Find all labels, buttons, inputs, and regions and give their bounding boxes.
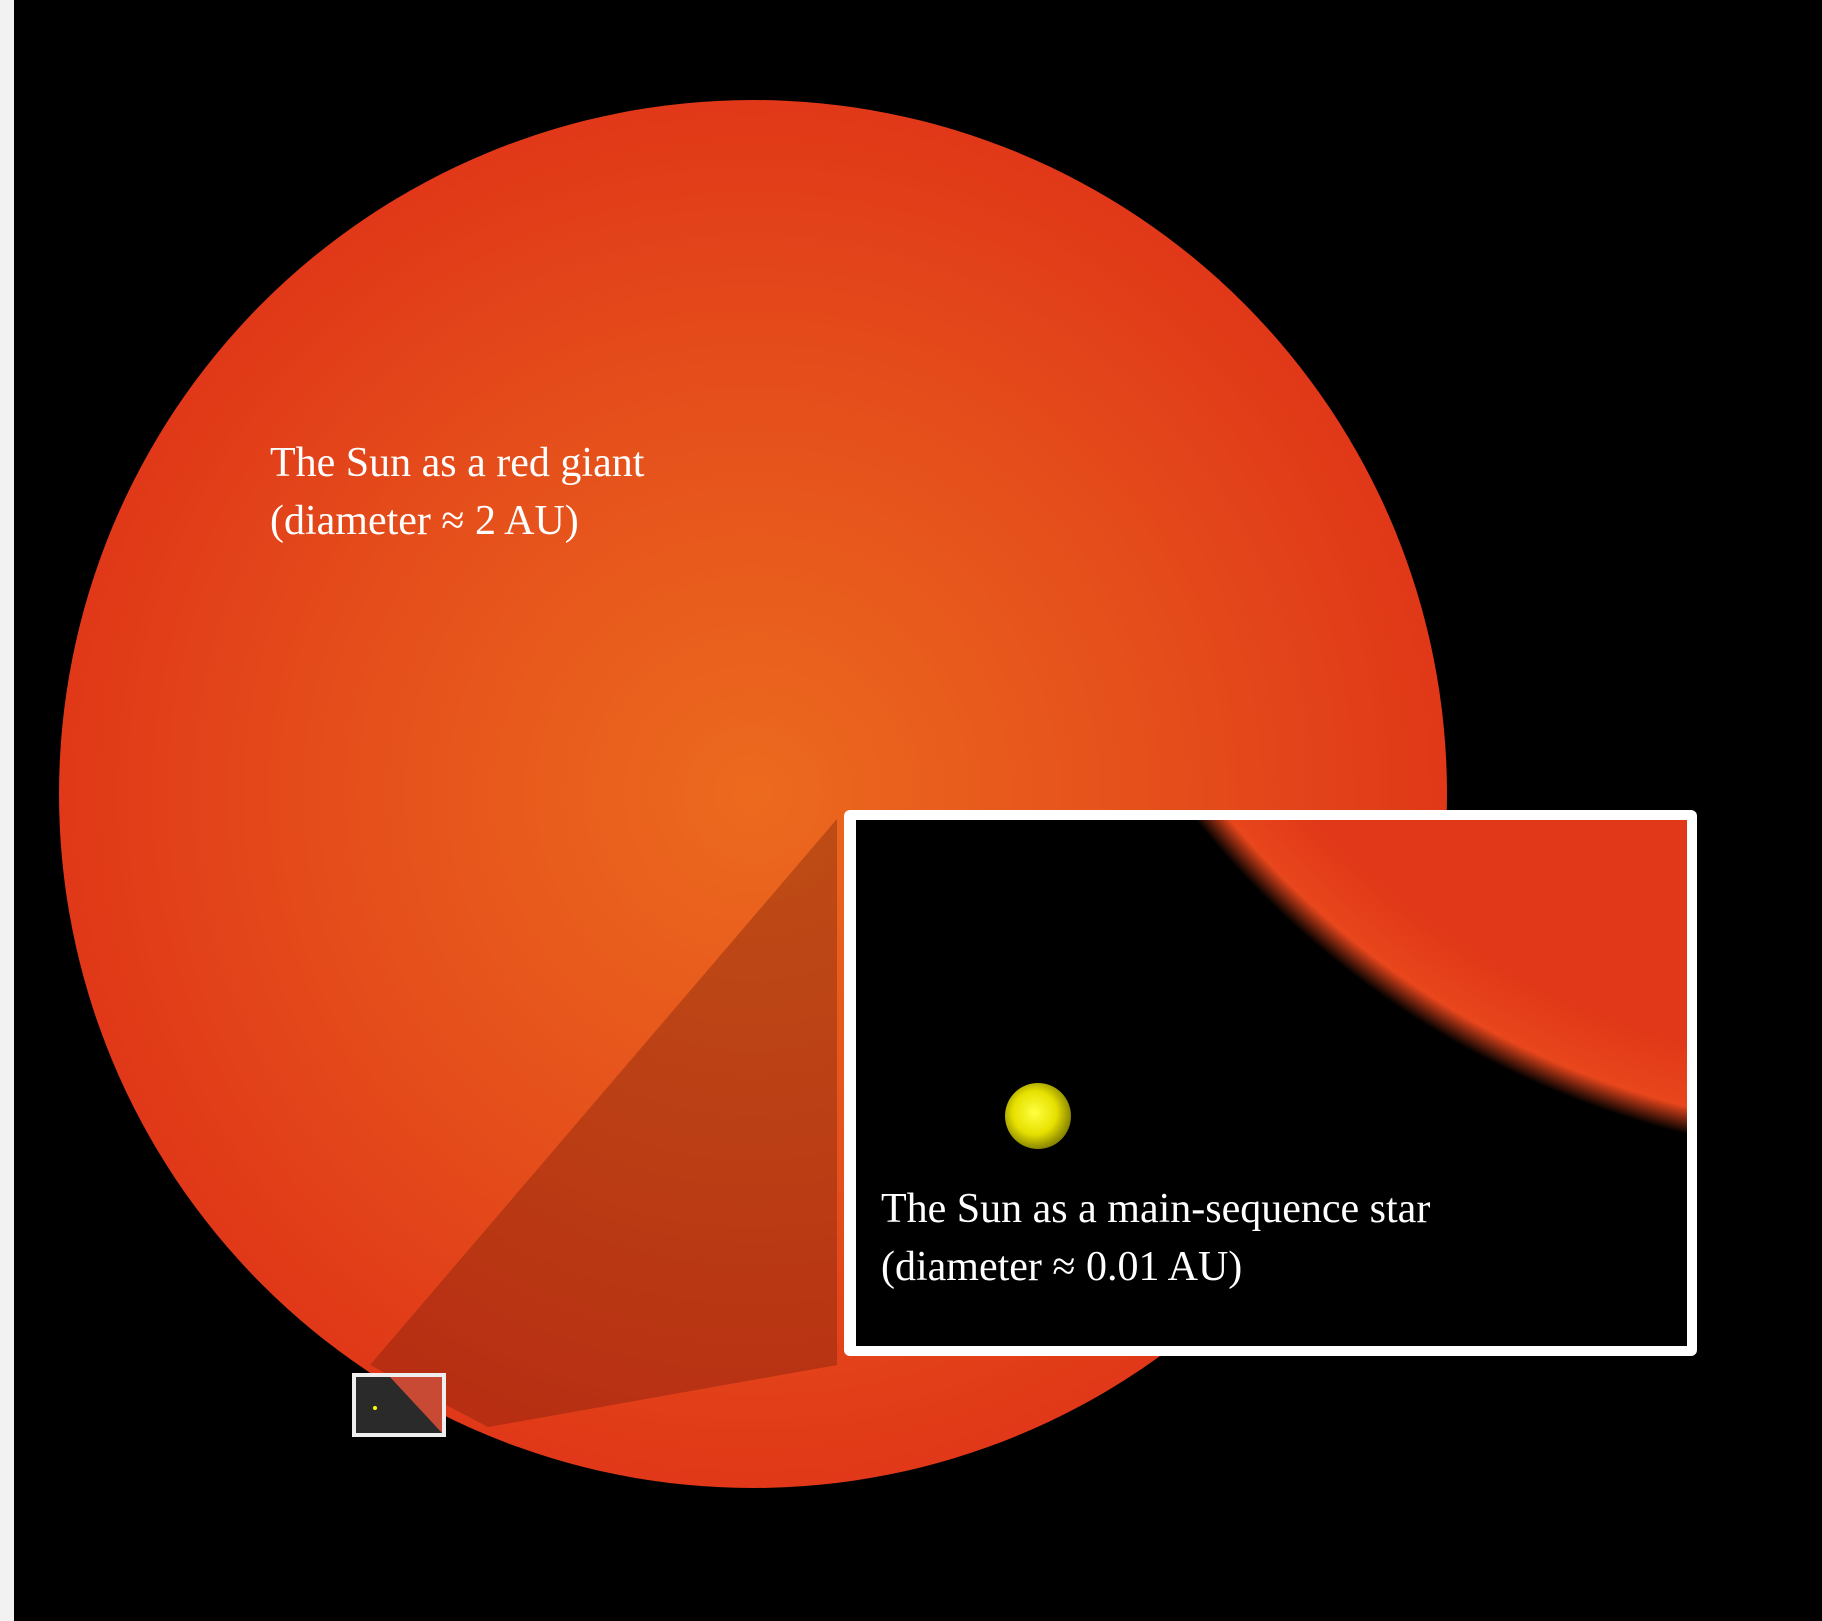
left-strip (0, 0, 14, 1621)
main-sequence-sun (1005, 1083, 1071, 1149)
zoom-source-sun (373, 1406, 377, 1410)
red-giant-diameter: (diameter ≈ 2 AU) (270, 498, 579, 544)
giant-limb (1195, 820, 1687, 1135)
red-giant-label: The Sun as a red giant (270, 440, 645, 486)
zoom-source-giant (390, 1377, 442, 1433)
main-sequence-label: The Sun as a main-sequence star (881, 1186, 1430, 1232)
main-sequence-diameter: (diameter ≈ 0.01 AU) (881, 1244, 1242, 1290)
zoom-cone (370, 819, 837, 1427)
